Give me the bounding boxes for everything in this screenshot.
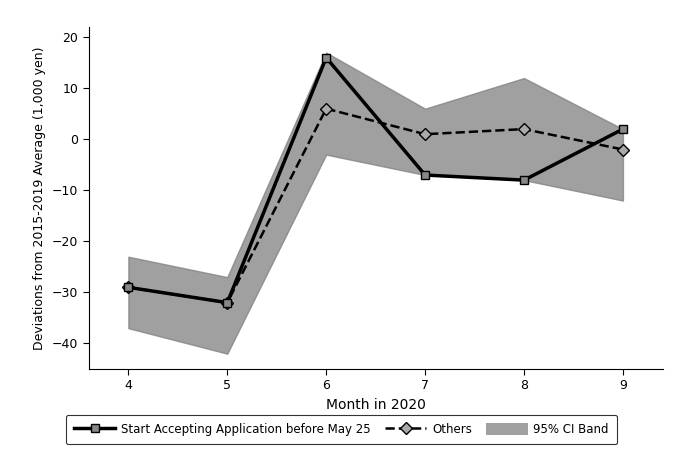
X-axis label: Month in 2020: Month in 2020 (326, 398, 426, 412)
Y-axis label: Deviations from 2015-2019 Average (1,000 yen): Deviations from 2015-2019 Average (1,000… (33, 46, 46, 350)
Legend: Start Accepting Application before May 25, Others, 95% CI Band: Start Accepting Application before May 2… (66, 414, 617, 444)
